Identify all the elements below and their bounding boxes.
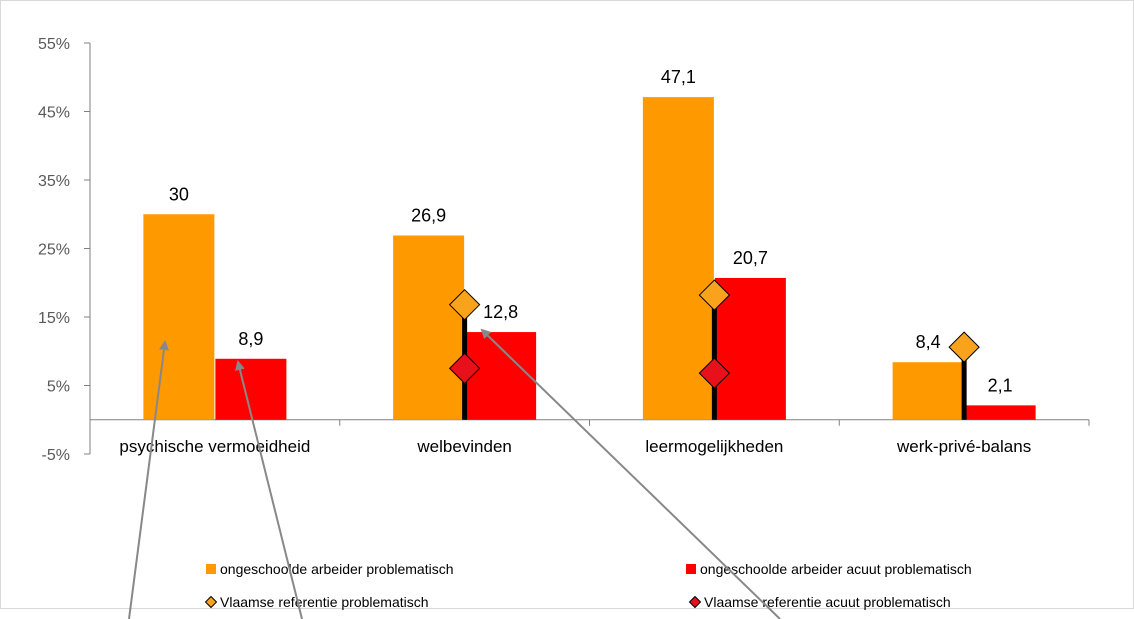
y-tick-label: 15% xyxy=(38,310,70,327)
category-label: welbevinden xyxy=(416,437,512,456)
category-label: leermogelijkheden xyxy=(645,437,783,456)
annotation-arrows xyxy=(128,328,781,619)
data-label: 8,9 xyxy=(238,329,263,349)
reference-markers xyxy=(448,279,980,420)
data-label: 26,9 xyxy=(411,205,446,225)
annotation-arrow xyxy=(235,360,303,619)
reference-problematic-marker xyxy=(948,331,980,363)
bar-acute-problematic xyxy=(465,332,537,420)
data-label: 30 xyxy=(169,184,189,204)
y-tick-label: -5% xyxy=(42,447,70,464)
category-labels: psychische vermoeidheid welbevinden leermo… xyxy=(119,437,1031,456)
bar-problematic xyxy=(393,235,465,420)
legend-swatch xyxy=(206,564,216,574)
y-tick-label: 55% xyxy=(38,36,70,53)
y-tick-label: 5% xyxy=(47,379,70,396)
category-label: psychische vermoeidheid xyxy=(119,437,310,456)
y-tick-label: 45% xyxy=(38,105,70,122)
annotation-arrow xyxy=(480,328,781,619)
bar-problematic xyxy=(143,214,215,420)
legend-swatch xyxy=(204,595,218,609)
y-tick-label: 35% xyxy=(38,173,70,190)
legend-swatch xyxy=(686,564,696,574)
legend-label: ongeschoolde arbeider problematisch xyxy=(220,561,453,577)
reference-problematic-marker xyxy=(448,288,481,321)
legend-label: ongeschoolde arbeider acuut problematisc… xyxy=(700,561,972,577)
data-labels: 30 26,9 47,1 8,4 8,9 12,8 20,7 2,1 xyxy=(169,67,1013,395)
bar-acute-problematic xyxy=(964,405,1036,420)
legend-label: Vlaamse referentie acuut problematisch xyxy=(704,594,951,610)
reference-bar xyxy=(961,347,967,420)
legend-label: Vlaamse referentie problematisch xyxy=(220,594,429,610)
reference-acute-marker xyxy=(448,352,481,385)
reference-acute-marker xyxy=(698,357,731,389)
category-label: werk-privé-balans xyxy=(896,437,1031,456)
data-label: 2,1 xyxy=(988,375,1013,395)
bar-problematic xyxy=(892,362,964,420)
annotation-arrow xyxy=(128,340,169,619)
data-label: 47,1 xyxy=(661,67,696,87)
bars xyxy=(143,97,1036,420)
legend-swatch xyxy=(688,595,702,609)
reference-problematic-marker xyxy=(698,279,731,311)
reference-bar xyxy=(711,295,717,420)
bar-problematic xyxy=(642,97,714,420)
data-label: 12,8 xyxy=(483,302,518,322)
data-label: 20,7 xyxy=(733,248,768,268)
y-tick-label: 25% xyxy=(38,242,70,259)
data-label: 8,4 xyxy=(916,332,941,352)
bar-acute-problematic xyxy=(714,277,786,420)
